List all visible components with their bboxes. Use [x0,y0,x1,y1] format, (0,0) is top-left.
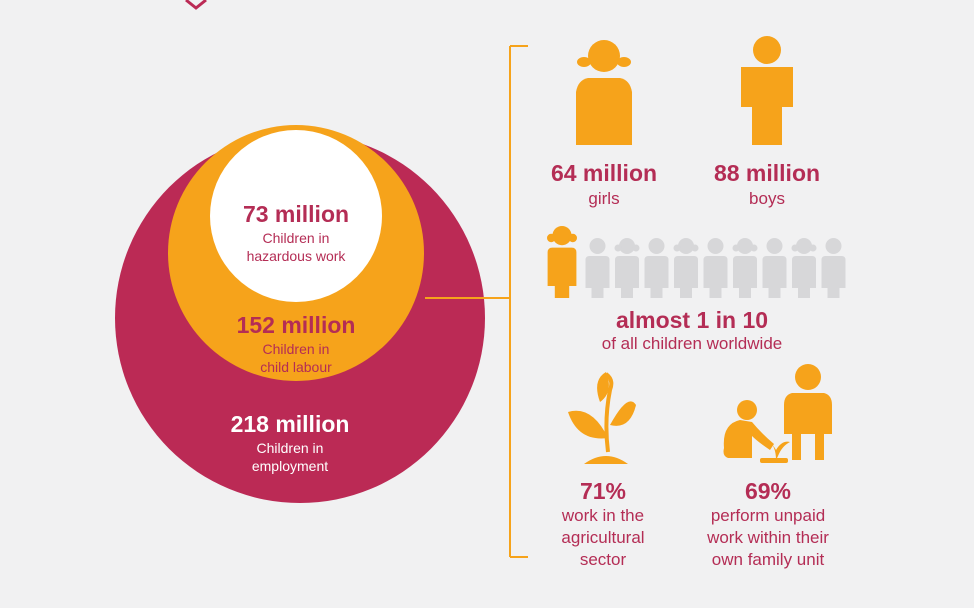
hazardous-label: Children in hazardous work [196,229,396,265]
ratio-subtext: of all children worldwide [601,334,783,353]
family-label: perform unpaid work within their own fam… [683,505,853,571]
family-line2: work within their [707,528,829,547]
plant-icon [568,372,636,464]
agriculture-value: 71% [579,478,627,504]
labour-value: 152 million [236,312,356,338]
family-work-icon [723,364,832,463]
labour-label-line2: child labour [260,359,332,375]
child-figure [732,238,758,298]
child-figure [673,238,699,298]
agriculture-line3: sector [579,550,627,569]
agriculture-label: work in the agricultural sector [528,505,678,571]
labour-label-line1: Children in [262,341,330,357]
employment-label-line1: Children in [256,440,324,456]
ratio-headline: almost 1 in 10 [615,307,769,333]
child-figure [762,238,787,298]
girl-icon [576,40,632,145]
employment-label-line2: employment [251,458,329,474]
employment-value: 218 million [230,411,350,437]
child-figure [614,238,640,298]
agriculture-line1: work in the [561,506,645,525]
child-figure [821,238,846,298]
girls-value: 64 million [550,160,658,186]
labour-label: Children in child labour [196,340,396,376]
hazardous-label-line1: Children in [262,230,330,246]
highlighted-child-figure [547,226,577,298]
hazardous-label-line2: hazardous work [246,248,346,264]
family-line1: perform unpaid [710,506,826,525]
child-figure [791,238,817,298]
child-figure [644,238,669,298]
decorative-chevron [185,0,207,10]
agriculture-line2: agricultural [561,528,645,547]
ratio-figure-row [547,226,846,298]
boy-icon [741,36,793,145]
employment-label: Children in employment [190,439,390,475]
child-figure [703,238,728,298]
bracket-connector [425,45,528,558]
boys-value: 88 million [713,160,821,186]
boys-label: boys [749,189,785,208]
child-figure [585,238,610,298]
family-line3: own family unit [711,550,825,569]
hazardous-value: 73 million [242,201,350,227]
hazardous-work-circle [210,130,382,302]
girls-label: girls [588,189,620,208]
family-value: 69% [744,478,792,504]
